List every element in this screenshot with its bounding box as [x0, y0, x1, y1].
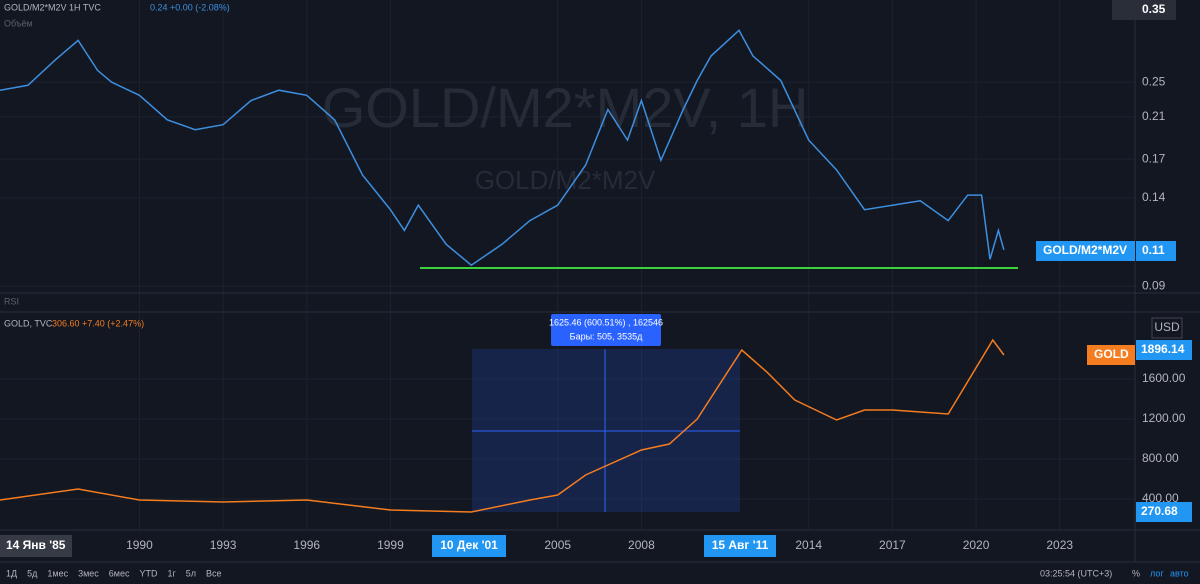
date-badge-text: 10 Дек '01	[440, 538, 498, 552]
watermark-sub: GOLD/M2*M2V	[475, 165, 656, 195]
x-tick-label: 2005	[544, 538, 571, 552]
y-tick-label: 400.00	[1142, 491, 1179, 505]
rsi-label: RSI	[4, 296, 19, 306]
legend: GOLD/M2*M2V 1H TVC	[4, 2, 101, 12]
series-badge-text: GOLD/M2*M2V	[1043, 243, 1127, 257]
date-badge	[0, 535, 72, 557]
date-badge-text: 15 Авг '11	[712, 538, 769, 552]
range-button[interactable]: 1г	[167, 568, 176, 578]
x-tick-label: 2023	[1046, 538, 1073, 552]
price-badge-text: 0.35	[1142, 2, 1166, 16]
y-tick-label: 0.25	[1142, 74, 1166, 88]
range-button[interactable]: YTD	[139, 568, 158, 578]
price-badge-text: 0.11	[1142, 243, 1165, 257]
quote: 306.60 +7.40 (+2.47%)	[52, 318, 144, 328]
currency-button[interactable]	[1151, 317, 1183, 339]
measure-text: Бары: 505, 3535д	[570, 331, 643, 341]
x-tick-label: 2017	[879, 538, 906, 552]
price-badge	[1136, 502, 1192, 522]
volume-label: Объём	[4, 18, 33, 28]
y-tick-label: 1200.00	[1142, 411, 1186, 425]
x-tick-label: 1999	[377, 538, 404, 552]
date-badge	[432, 535, 506, 557]
crosshair-button[interactable]	[1112, 0, 1136, 20]
watermark: GOLD/M2*M2V, 1H	[322, 76, 809, 139]
range-button[interactable]: 5л	[186, 568, 196, 578]
y-tick-label: 0.17	[1142, 151, 1166, 165]
x-tick-label: 1993	[210, 538, 237, 552]
currency-text: USD	[1154, 320, 1180, 334]
y-tick-label: 0.14	[1142, 190, 1166, 204]
x-tick-label: 2008	[628, 538, 655, 552]
legend: GOLD, TVC	[4, 318, 53, 328]
percent-button[interactable]: %	[1132, 568, 1140, 578]
date-badge	[704, 535, 776, 557]
measure-text: 1625.46 (600.51%) , 162546	[549, 317, 663, 327]
quote: 0.24 +0.00 (-2.08%)	[150, 2, 230, 12]
y-tick-label: 800.00	[1142, 451, 1179, 465]
x-tick-label: 1990	[126, 538, 153, 552]
clock: 03:25:54 (UTC+3)	[1040, 568, 1112, 578]
range-button[interactable]: Все	[206, 568, 222, 578]
price-badge	[1136, 241, 1176, 261]
x-tick-label: 1996	[293, 538, 320, 552]
y-tick-label: 0.09	[1142, 278, 1166, 292]
auto-button[interactable]: авто	[1170, 568, 1189, 578]
series-badge-text: GOLD	[1094, 347, 1129, 361]
price-badge	[1136, 0, 1176, 20]
price-badge-text: 1896.14	[1141, 342, 1185, 356]
series-line	[0, 338, 1005, 513]
price-badge-text: 270.68	[1141, 504, 1178, 518]
x-tick-label: 2020	[963, 538, 990, 552]
series-badge	[1087, 345, 1135, 365]
x-tick-label: 2014	[795, 538, 822, 552]
range-button[interactable]: 3мес	[78, 568, 99, 578]
measure-tooltip	[551, 314, 661, 346]
range-button[interactable]: 1Д	[6, 568, 17, 578]
series-badge	[1036, 241, 1135, 261]
range-button[interactable]: 6мес	[109, 568, 130, 578]
y-tick-label: 1600.00	[1142, 371, 1186, 385]
range-button[interactable]: 5д	[27, 568, 38, 578]
date-badge-text: 14 Янв '85	[6, 538, 66, 552]
range-button[interactable]: 1мес	[47, 568, 68, 578]
y-tick-label: 0.21	[1142, 109, 1166, 123]
price-badge	[1136, 340, 1192, 360]
series-line	[0, 29, 1005, 267]
log-button[interactable]: лог	[1150, 568, 1164, 578]
